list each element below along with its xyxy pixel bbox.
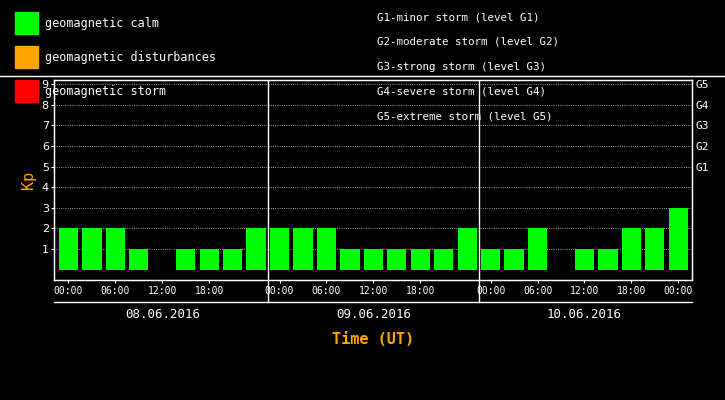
- Text: G5-extreme storm (level G5): G5-extreme storm (level G5): [377, 111, 552, 121]
- Bar: [317, 228, 336, 270]
- Y-axis label: Kp: Kp: [21, 171, 36, 189]
- Bar: [82, 228, 102, 270]
- Bar: [668, 208, 688, 270]
- Bar: [481, 249, 500, 270]
- Bar: [622, 228, 641, 270]
- Text: Time (UT): Time (UT): [332, 332, 415, 347]
- Bar: [223, 249, 242, 270]
- Bar: [129, 249, 149, 270]
- Bar: [575, 249, 594, 270]
- Text: geomagnetic storm: geomagnetic storm: [45, 84, 166, 98]
- Text: G1-minor storm (level G1): G1-minor storm (level G1): [377, 12, 539, 22]
- Bar: [247, 228, 265, 270]
- Bar: [270, 228, 289, 270]
- Bar: [340, 249, 360, 270]
- Bar: [387, 249, 407, 270]
- Text: 10.06.2016: 10.06.2016: [547, 308, 622, 321]
- Bar: [199, 249, 219, 270]
- Bar: [410, 249, 430, 270]
- Bar: [645, 228, 664, 270]
- Bar: [457, 228, 477, 270]
- Bar: [598, 249, 618, 270]
- Bar: [434, 249, 453, 270]
- Bar: [176, 249, 195, 270]
- Text: G4-severe storm (level G4): G4-severe storm (level G4): [377, 86, 546, 96]
- Text: G3-strong storm (level G3): G3-strong storm (level G3): [377, 62, 546, 72]
- Text: G2-moderate storm (level G2): G2-moderate storm (level G2): [377, 37, 559, 47]
- Bar: [505, 249, 523, 270]
- Bar: [294, 228, 312, 270]
- Bar: [528, 228, 547, 270]
- Bar: [106, 228, 125, 270]
- Text: 09.06.2016: 09.06.2016: [336, 308, 411, 321]
- Text: geomagnetic calm: geomagnetic calm: [45, 16, 159, 30]
- Bar: [59, 228, 78, 270]
- Text: 08.06.2016: 08.06.2016: [125, 308, 200, 321]
- Bar: [364, 249, 383, 270]
- Text: geomagnetic disturbances: geomagnetic disturbances: [45, 50, 216, 64]
